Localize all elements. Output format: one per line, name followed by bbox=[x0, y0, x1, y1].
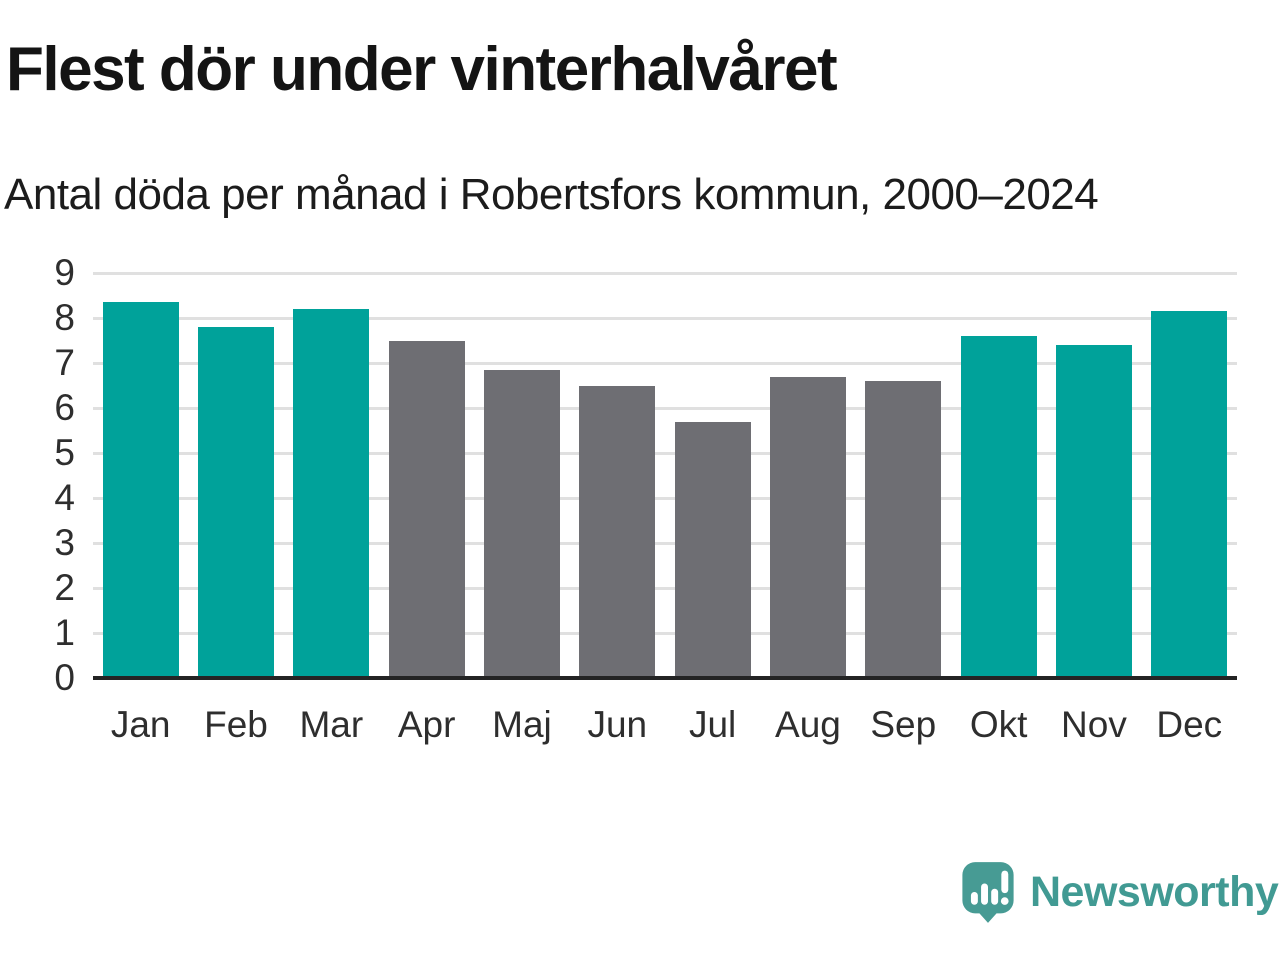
x-axis-line bbox=[93, 676, 1237, 680]
bar-slot-nov bbox=[1046, 273, 1141, 678]
bar-aug bbox=[769, 376, 846, 678]
bar-slot-jun bbox=[570, 273, 665, 678]
gridline-8 bbox=[93, 316, 1237, 320]
gridline-1 bbox=[93, 631, 1237, 635]
branding-logo: Newsworthy bbox=[960, 860, 1279, 924]
y-tick-label-6: 6 bbox=[54, 387, 75, 428]
y-tick-label-3: 3 bbox=[54, 522, 75, 563]
x-tick-label-mar: Mar bbox=[299, 704, 364, 745]
x-tick-label-dec: Dec bbox=[1156, 704, 1223, 745]
bar-jan bbox=[102, 302, 179, 678]
bar-okt bbox=[960, 336, 1037, 678]
x-tick-label-sep: Sep bbox=[870, 704, 937, 745]
x-tick-label-feb: Feb bbox=[204, 704, 268, 745]
y-tick-label-5: 5 bbox=[54, 432, 75, 473]
bar-slot-jan bbox=[93, 273, 188, 678]
bar-feb bbox=[197, 327, 274, 678]
y-tick-label-1: 1 bbox=[54, 612, 75, 653]
bar-slot-feb bbox=[188, 273, 283, 678]
bar-slot-maj bbox=[474, 273, 569, 678]
bar-slot-sep bbox=[856, 273, 951, 678]
y-tick-label-0: 0 bbox=[54, 657, 75, 698]
y-tick-label-8: 8 bbox=[54, 297, 75, 338]
bar-jul bbox=[674, 421, 751, 678]
bar-slot-apr bbox=[379, 273, 474, 678]
x-axis-labels: Jan Feb Mar Apr Maj Jun Jul Aug Sep Okt Nov Dec bbox=[93, 700, 1237, 746]
x-tick-label-maj: Maj bbox=[492, 704, 552, 745]
bar-slot-jul bbox=[665, 273, 760, 678]
x-tick-label-jul: Jul bbox=[688, 704, 737, 745]
bar-maj bbox=[483, 369, 560, 678]
newsworthy-logo-icon bbox=[962, 862, 1014, 923]
x-tick-label-aug: Aug bbox=[775, 704, 841, 745]
gridline-6 bbox=[93, 406, 1237, 410]
bar-sep bbox=[865, 381, 942, 678]
y-tick-label-4: 4 bbox=[54, 477, 75, 518]
x-tick-label-nov: Nov bbox=[1061, 704, 1127, 745]
plot-area bbox=[93, 271, 1237, 680]
gridline-4 bbox=[93, 496, 1237, 500]
gridline-5 bbox=[93, 451, 1237, 455]
x-tick-label-apr: Apr bbox=[397, 704, 456, 745]
x-tick-label-jan: Jan bbox=[110, 704, 171, 745]
bar-jun bbox=[579, 385, 656, 678]
gridline-9 bbox=[93, 271, 1237, 275]
branding-name: Newsworthy bbox=[1030, 867, 1279, 916]
bar-dec bbox=[1151, 311, 1228, 678]
bar-mar bbox=[293, 309, 370, 678]
x-tick-label-jun: Jun bbox=[587, 704, 648, 745]
page-title: Flest dör under vinterhalvåret bbox=[6, 35, 838, 104]
bar-slot-mar bbox=[284, 273, 379, 678]
bars-container bbox=[93, 273, 1237, 678]
gridline-3 bbox=[93, 541, 1237, 545]
bar-nov bbox=[1055, 345, 1132, 678]
bar-slot-dec bbox=[1142, 273, 1237, 678]
y-tick-label-7: 7 bbox=[54, 342, 75, 383]
gridline-2 bbox=[93, 586, 1237, 590]
bar-apr bbox=[388, 340, 465, 678]
bar-slot-okt bbox=[951, 273, 1046, 678]
chart-subtitle: Antal döda per månad i Robertsfors kommu… bbox=[4, 170, 1099, 219]
y-tick-label-9: 9 bbox=[54, 252, 75, 293]
bar-slot-aug bbox=[760, 273, 855, 678]
y-tick-label-2: 2 bbox=[54, 567, 75, 608]
x-tick-label-okt: Okt bbox=[969, 704, 1028, 745]
gridline-7 bbox=[93, 361, 1237, 365]
